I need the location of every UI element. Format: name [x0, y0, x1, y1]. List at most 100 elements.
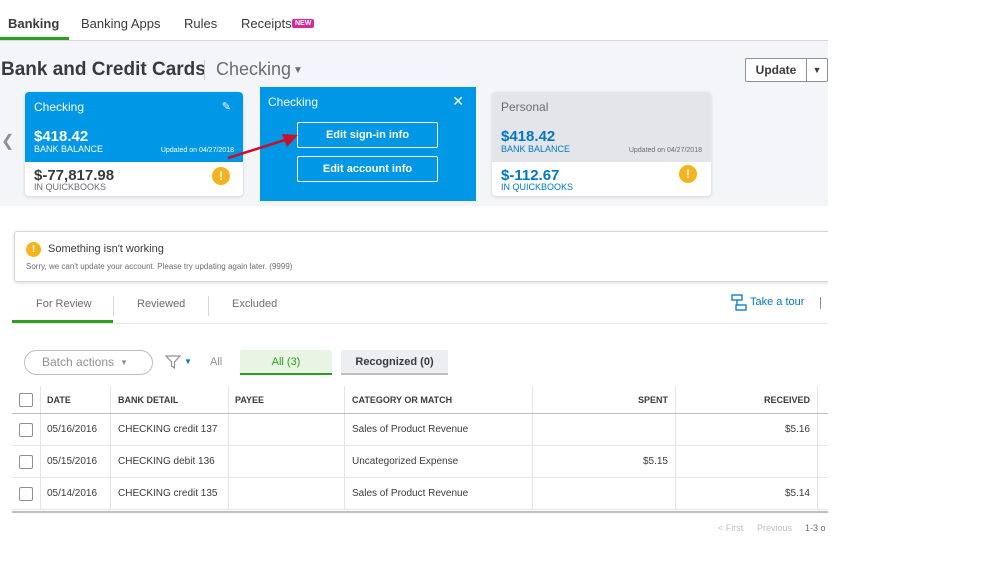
column-divider	[40, 478, 41, 509]
transactions-table: DATE BANK DETAIL PAYEE CATEGORY OR MATCH…	[12, 386, 828, 510]
quickbooks-balance-label: IN QUICKBOOKS	[501, 182, 574, 192]
card-header: Personal $418.42 BANK BALANCE Updated on…	[492, 92, 711, 162]
filter-caret-icon[interactable]: ▼	[184, 357, 192, 366]
tab-banking[interactable]: Banking	[8, 16, 60, 31]
column-divider	[228, 478, 229, 509]
row-spent	[532, 414, 668, 445]
table-row[interactable]: 05/16/2016 CHECKING credit 137 Sales of …	[12, 414, 828, 446]
tab-receipts[interactable]: Receipts	[241, 16, 292, 31]
column-divider	[228, 414, 229, 445]
row-checkbox[interactable]	[19, 455, 33, 469]
update-button[interactable]: Update	[745, 58, 807, 82]
row-bank-detail: CHECKING credit 135	[118, 488, 218, 499]
column-divider	[40, 414, 41, 445]
column-divider	[344, 446, 345, 477]
tabs-baseline	[12, 323, 828, 324]
column-header-date[interactable]: DATE	[47, 395, 71, 405]
tab-excluded[interactable]: Excluded	[232, 298, 278, 310]
row-date: 05/15/2016	[47, 456, 98, 467]
column-divider	[110, 446, 111, 477]
account-edit-popup: Checking ✕ Edit sign-in info Edit accoun…	[260, 87, 476, 201]
banking-page: Banking Banking Apps Rules Receipts NEW …	[0, 0, 828, 533]
table-row[interactable]: 05/14/2016 CHECKING credit 135 Sales of …	[12, 478, 828, 510]
active-tab-indicator	[12, 320, 113, 323]
card-header: Checking ✎ $418.42 BANK BALANCE Updated …	[25, 92, 243, 162]
tour-icon[interactable]	[731, 294, 747, 312]
update-dropdown-button[interactable]: ▼	[806, 58, 828, 82]
column-header-spent[interactable]: SPENT	[637, 395, 668, 405]
column-divider	[110, 478, 111, 509]
edit-sign-in-button[interactable]: Edit sign-in info	[297, 122, 438, 148]
row-spent	[532, 478, 668, 509]
row-category[interactable]: Uncategorized Expense	[352, 456, 459, 467]
tab-rules[interactable]: Rules	[184, 16, 218, 31]
pager-previous[interactable]: Previous	[757, 523, 793, 533]
top-nav: Banking Banking Apps Rules Receipts NEW	[0, 0, 828, 41]
tab-reviewed[interactable]: Reviewed	[137, 298, 186, 310]
column-divider	[228, 446, 229, 477]
page-title: Bank and Credit Cards	[1, 59, 206, 80]
pencil-icon[interactable]: ✎	[221, 101, 231, 113]
close-icon[interactable]: ✕	[452, 93, 464, 109]
column-header-category[interactable]: CATEGORY OR MATCH	[352, 395, 453, 405]
caret-down-icon: ▼	[120, 358, 128, 368]
row-checkbox[interactable]	[19, 487, 33, 501]
annotation-arrow-icon	[227, 134, 298, 160]
column-divider	[675, 478, 676, 509]
row-bank-detail: CHECKING credit 137	[118, 424, 218, 435]
account-card-checking[interactable]: Checking ✎ $418.42 BANK BALANCE Updated …	[25, 92, 243, 196]
quickbooks-balance: $-77,817.98	[34, 167, 115, 184]
pill-recognized[interactable]: Recognized (0)	[341, 350, 448, 375]
row-category[interactable]: Sales of Product Revenue	[352, 424, 469, 435]
row-category[interactable]: Sales of Product Revenue	[352, 488, 469, 499]
batch-actions-button[interactable]: Batch actions ▼	[24, 350, 153, 375]
column-divider	[532, 478, 533, 509]
edit-account-button[interactable]: Edit account info	[297, 156, 438, 182]
warning-icon[interactable]: !	[679, 165, 697, 183]
filter-status-label: All	[210, 356, 223, 368]
row-date: 05/14/2016	[47, 488, 98, 499]
take-tour-link[interactable]: Take a tour	[750, 296, 805, 308]
tab-divider	[113, 296, 114, 316]
column-header-payee[interactable]: PAYEE	[235, 395, 265, 405]
tab-for-review[interactable]: For Review	[36, 298, 92, 310]
updated-date: Updated on 04/27/2018	[160, 147, 234, 154]
bank-balance: $418.42	[34, 128, 89, 145]
column-divider	[817, 478, 818, 509]
column-header-bank-detail[interactable]: BANK DETAIL	[118, 395, 179, 405]
filter-icon[interactable]	[165, 355, 181, 369]
column-divider	[344, 478, 345, 509]
column-divider	[675, 386, 676, 413]
batch-actions-label: Batch actions	[42, 355, 115, 369]
column-header-received[interactable]: RECEIVED	[763, 395, 810, 405]
warning-icon: !	[26, 242, 41, 257]
carousel-prev-icon[interactable]: ❮	[1, 133, 15, 150]
column-divider	[40, 446, 41, 477]
column-divider	[532, 414, 533, 445]
bank-balance-label: BANK BALANCE	[34, 144, 104, 154]
table-header-row: DATE BANK DETAIL PAYEE CATEGORY OR MATCH…	[12, 386, 828, 414]
column-divider	[344, 386, 345, 413]
title-divider	[204, 60, 205, 80]
column-divider	[817, 446, 818, 477]
pager-count: 1-3 o	[805, 523, 826, 533]
row-received: $5.14	[784, 488, 810, 499]
new-badge: NEW	[292, 19, 315, 28]
active-tab-indicator	[0, 37, 69, 40]
account-selector[interactable]: Checking ▼	[216, 59, 303, 80]
bank-balance-label: BANK BALANCE	[501, 144, 571, 154]
column-divider	[817, 386, 818, 413]
pill-all[interactable]: All (3)	[240, 350, 332, 375]
pager-first[interactable]: < First	[718, 523, 744, 533]
warning-icon[interactable]: !	[212, 167, 230, 185]
bank-balance: $418.42	[501, 128, 556, 145]
tab-banking-apps[interactable]: Banking Apps	[81, 16, 161, 31]
row-date: 05/16/2016	[47, 424, 98, 435]
caret-down-icon: ▼	[812, 65, 822, 75]
account-card-personal[interactable]: Personal $418.42 BANK BALANCE Updated on…	[492, 92, 711, 196]
table-row[interactable]: 05/15/2016 CHECKING debit 136 Uncategori…	[12, 446, 828, 478]
row-checkbox[interactable]	[19, 423, 33, 437]
select-all-checkbox[interactable]	[19, 393, 33, 407]
quickbooks-balance-label: IN QUICKBOOKS	[34, 182, 107, 192]
toolbar-divider	[820, 297, 821, 309]
